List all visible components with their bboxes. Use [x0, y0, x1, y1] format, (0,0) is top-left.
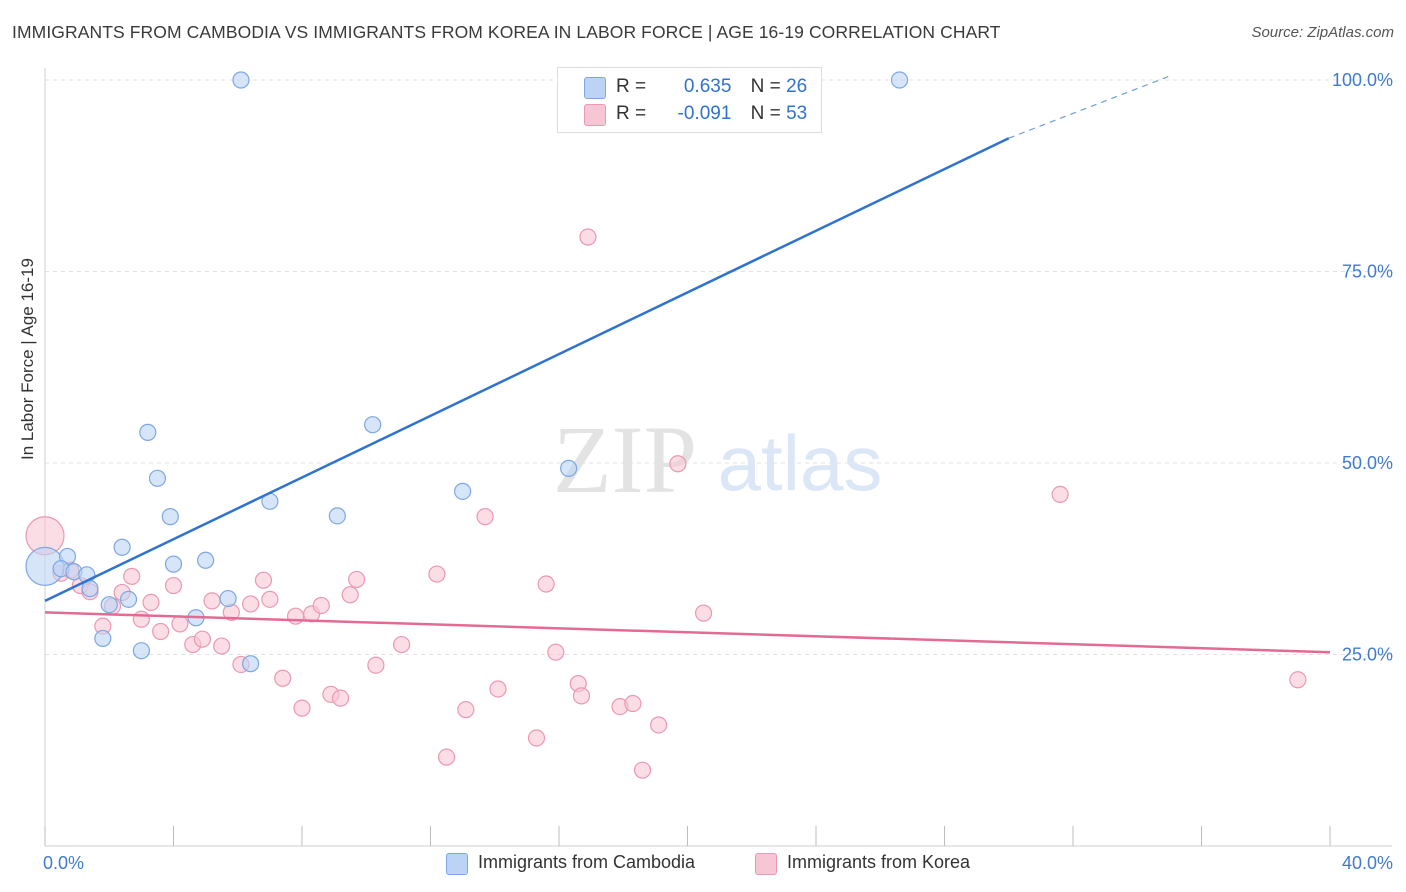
korea-point: [203, 592, 221, 610]
cambodia-point: [890, 71, 909, 89]
korea-point: [457, 701, 475, 719]
korea-point: [489, 680, 507, 698]
source-label: Source: ZipAtlas.com: [1251, 24, 1394, 41]
watermark-atlas: atlas: [718, 419, 883, 507]
legend-swatch-cambodia: [584, 77, 606, 99]
bottom-legend-label-cambodia: Immigrants from Cambodia: [478, 852, 696, 872]
cambodia-trend-extension: [1008, 75, 1170, 139]
legend-r-label: R =: [616, 103, 647, 124]
legend-text-korea: R = -0.091 N = 53: [616, 103, 807, 125]
bottom-legend-swatch-cambodia: [446, 853, 468, 875]
axes: [44, 68, 1392, 847]
korea-point: [1051, 485, 1069, 504]
cambodia-point: [132, 642, 150, 660]
korea-point: [624, 694, 642, 713]
cambodia-points: [25, 71, 909, 673]
legend-text-cambodia: R = 0.635 N = 26: [616, 76, 807, 98]
korea-point: [132, 610, 150, 628]
korea-point: [261, 590, 279, 608]
korea-point: [254, 571, 273, 589]
y-tick-label-100: 100.0%: [1332, 70, 1393, 90]
korea-point: [392, 635, 411, 654]
cambodia-point: [454, 482, 472, 500]
korea-point: [242, 595, 260, 613]
x-tick-label-min: 0.0%: [43, 853, 84, 873]
korea-point: [312, 596, 330, 615]
cambodia-point: [119, 590, 138, 608]
cambodia-point: [560, 459, 578, 477]
cambodia-point: [139, 423, 157, 441]
korea-point: [171, 615, 189, 633]
korea-point: [341, 586, 359, 604]
cambodia-point: [148, 469, 167, 487]
legend-swatch-korea: [584, 104, 606, 126]
bottom-legend-swatch-korea: [755, 853, 777, 875]
korea-trend-line: [44, 611, 1331, 654]
legend-r-value-korea: -0.091: [677, 103, 732, 124]
korea-point: [572, 687, 591, 705]
cambodia-point: [242, 655, 260, 673]
y-tick-label-25: 25.0%: [1342, 645, 1393, 665]
korea-point: [1289, 671, 1307, 689]
korea-point: [193, 630, 212, 648]
korea-points: [25, 228, 1307, 779]
legend-n-label: N =: [750, 76, 781, 97]
legend-n-value-korea: 53: [786, 103, 808, 124]
korea-point: [367, 656, 385, 674]
cambodia-point: [100, 596, 118, 614]
bottom-legend-label-korea: Immigrants from Korea: [787, 852, 971, 872]
korea-point: [428, 565, 446, 583]
korea-point: [537, 575, 555, 593]
legend-n-value-cambodia: 26: [786, 76, 808, 97]
cambodia-point: [113, 538, 131, 556]
y-tick-label-75: 75.0%: [1342, 262, 1393, 282]
korea-point: [293, 699, 311, 717]
cambodia-point: [364, 416, 382, 434]
korea-point: [633, 761, 652, 779]
grid-lines: [45, 79, 1392, 655]
korea-point: [694, 604, 713, 622]
cambodia-point: [219, 589, 237, 608]
korea-point: [152, 622, 170, 641]
korea-point: [547, 643, 565, 661]
korea-point: [286, 607, 305, 625]
y-axis-label: In Labor Force | Age 16-19: [18, 258, 37, 460]
korea-point: [123, 567, 141, 585]
korea-point: [476, 508, 494, 526]
korea-point: [274, 669, 292, 687]
trend-lines: [44, 75, 1331, 654]
cambodia-point: [161, 508, 179, 526]
legend-r-value-cambodia: 0.635: [683, 76, 732, 97]
korea-point: [579, 228, 597, 246]
cambodia-trend-line: [44, 137, 1010, 603]
cambodia-point: [94, 629, 112, 648]
korea-point: [331, 689, 350, 707]
correlation-legend: R = 0.635 N = 26 R = -0.091 N = 53: [557, 67, 822, 133]
legend-row-cambodia: R = 0.635 N = 26: [558, 74, 821, 100]
legend-row-korea: R = -0.091 N = 53: [558, 101, 821, 127]
korea-point: [649, 716, 668, 734]
korea-point: [669, 455, 687, 473]
cambodia-point: [164, 555, 183, 573]
korea-point: [527, 729, 546, 747]
chart-title: IMMIGRANTS FROM CAMBODIA VS IMMIGRANTS F…: [12, 22, 1001, 42]
korea-point: [164, 576, 183, 595]
x-tick-label-max: 40.0%: [1342, 853, 1393, 873]
y-tick-label-50: 50.0%: [1342, 453, 1393, 473]
korea-point: [213, 637, 231, 655]
korea-point: [142, 593, 160, 612]
cambodia-point: [232, 71, 250, 89]
cambodia-point: [197, 551, 215, 569]
cambodia-point: [328, 507, 346, 525]
legend-r-label: R =: [616, 76, 647, 97]
korea-point: [437, 748, 456, 766]
tick-labels: 25.0% 50.0% 75.0% 100.0% 0.0% 40.0%: [43, 70, 1393, 873]
korea-point: [348, 570, 366, 589]
y-axis-label-wrap: In Labor Force | Age 16-19: [18, 258, 38, 460]
legend-n-label: N =: [750, 103, 781, 124]
